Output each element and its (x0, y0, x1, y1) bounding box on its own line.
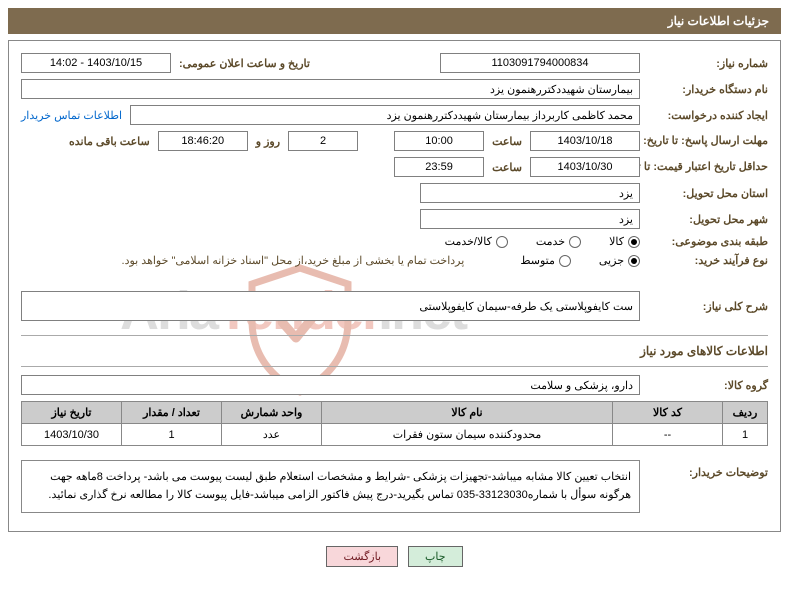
item-info-title: اطلاعات کالاهای مورد نیاز (640, 344, 768, 358)
items-table: ردیف کد کالا نام کالا واحد شمارش تعداد /… (21, 401, 768, 446)
th-date: تاریخ نیاز (22, 402, 122, 424)
city-value: یزد (420, 209, 640, 229)
th-qty: تعداد / مقدار (122, 402, 222, 424)
validity-label: حداقل تاریخ اعتبار قیمت: تا تاریخ: (648, 160, 768, 174)
form-container: شماره نیاز: 1103091794000834 تاریخ و ساع… (8, 40, 781, 532)
day-and-label: روز و (256, 135, 280, 148)
td-name: محدودکننده سیمان ستون فقرات (322, 424, 613, 446)
item-group-label: گروه کالا: (648, 379, 768, 392)
back-button[interactable]: بازگشت (326, 546, 398, 567)
treasury-note: پرداخت تمام یا بخشی از مبلغ خرید،از محل … (122, 254, 465, 267)
subject-class-label: طبقه بندی موضوعی: (648, 235, 768, 248)
remaining-label: ساعت باقی مانده (69, 135, 150, 148)
remaining-time-value: 18:46:20 (158, 131, 248, 151)
panel-header: جزئیات اطلاعات نیاز (8, 8, 781, 34)
buyer-notes-label: توضیحات خریدار: (648, 454, 768, 479)
th-code: کد کالا (613, 402, 723, 424)
creator-value: محمد کاظمی کاربرداز بیمارستان شهیددکترره… (130, 105, 640, 125)
deadline-time-value: 10:00 (394, 131, 484, 151)
need-no-label: شماره نیاز: (648, 57, 768, 70)
time-label-2: ساعت (492, 161, 522, 174)
province-label: استان محل تحویل: (648, 187, 768, 200)
th-unit: واحد شمارش (222, 402, 322, 424)
radio-icon (496, 236, 508, 248)
radio-icon (628, 255, 640, 267)
item-group-value: دارو، پزشکی و سلامت (21, 375, 640, 395)
td-date: 1403/10/30 (22, 424, 122, 446)
validity-time-value: 23:59 (394, 157, 484, 177)
general-desc-label: شرح کلی نیاز: (648, 300, 768, 313)
radio-icon (628, 236, 640, 248)
th-row: ردیف (723, 402, 768, 424)
radio-service[interactable]: خدمت (536, 235, 581, 248)
deadline-label: مهلت ارسال پاسخ: تا تاریخ: (648, 134, 768, 148)
announce-dt-value: 1403/10/15 - 14:02 (21, 53, 171, 73)
print-button[interactable]: چاپ (408, 546, 463, 567)
radio-goods[interactable]: کالا (609, 235, 640, 248)
radio-partial[interactable]: جزیی (599, 254, 640, 267)
td-unit: عدد (222, 424, 322, 446)
th-name: نام کالا (322, 402, 613, 424)
general-desc-value: ست کایفوپلاستی یک طرفه-سیمان کایفوپلاستی (21, 291, 640, 321)
panel-title: جزئیات اطلاعات نیاز (668, 14, 769, 28)
td-qty: 1 (122, 424, 222, 446)
item-info-section: اطلاعات کالاهای مورد نیاز (21, 335, 768, 367)
radio-icon (569, 236, 581, 248)
table-row: 1 -- محدودکننده سیمان ستون فقرات عدد 1 1… (22, 424, 768, 446)
contact-buyer-link[interactable]: اطلاعات تماس خریدار (21, 109, 122, 122)
remaining-days-value: 2 (288, 131, 358, 151)
announce-dt-label: تاریخ و ساعت اعلان عمومی: (179, 57, 310, 70)
radio-both[interactable]: کالا/خدمت (445, 235, 508, 248)
creator-label: ایجاد کننده درخواست: (648, 109, 768, 122)
radio-icon (559, 255, 571, 267)
buyer-notes-value: انتخاب تعیین کالا مشابه میباشد-تجهیزات پ… (21, 460, 640, 513)
buyer-org-label: نام دستگاه خریدار: (648, 83, 768, 96)
validity-date-value: 1403/10/30 (530, 157, 640, 177)
need-no-value: 1103091794000834 (440, 53, 640, 73)
buyer-org-value: بیمارستان شهیددکتررهنمون یزد (21, 79, 640, 99)
time-label-1: ساعت (492, 135, 522, 148)
radio-medium[interactable]: متوسط (520, 254, 571, 267)
province-value: یزد (420, 183, 640, 203)
deadline-date-value: 1403/10/18 (530, 131, 640, 151)
process-type-label: نوع فرآیند خرید: (648, 254, 768, 267)
td-row: 1 (723, 424, 768, 446)
city-label: شهر محل تحویل: (648, 213, 768, 226)
td-code: -- (613, 424, 723, 446)
